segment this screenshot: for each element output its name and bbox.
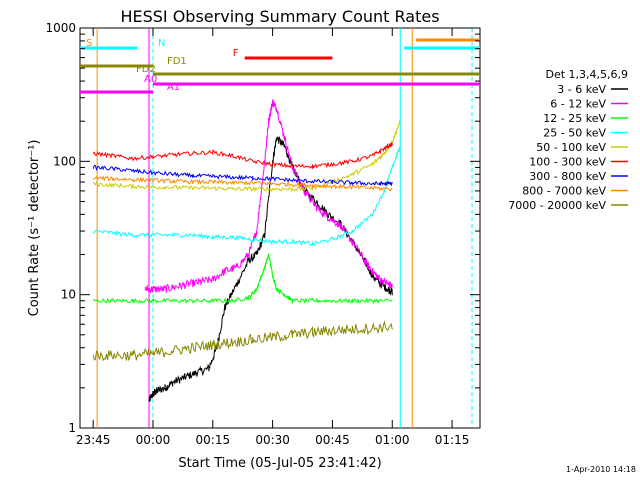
x-axis-label: Start Time (05-Jul-05 23:41:42) bbox=[178, 456, 381, 471]
y-axis-label: Count Rate (s⁻¹ detector⁻¹) bbox=[27, 140, 42, 317]
series-line bbox=[92, 175, 393, 192]
flag-label: N bbox=[158, 38, 165, 49]
flag-label: S bbox=[86, 38, 92, 49]
flag-label: A1 bbox=[167, 82, 180, 93]
legend-title: Det 1,3,4,5,6,9 bbox=[545, 68, 628, 81]
legend-label: 7000 - 20000 keV bbox=[508, 199, 606, 212]
series-line bbox=[92, 142, 393, 170]
x-tick-label: 00:45 bbox=[315, 433, 350, 447]
series-line bbox=[93, 145, 401, 247]
legend-label: 3 - 6 keV bbox=[557, 83, 606, 96]
y-tick-label: 100 bbox=[53, 154, 76, 168]
legend-label: 100 - 300 keV bbox=[529, 156, 606, 169]
flag-label: F bbox=[233, 48, 239, 59]
legend-label: 800 - 7000 keV bbox=[522, 185, 606, 198]
flag-label: FD2 bbox=[136, 64, 156, 75]
vertical-marker-lines bbox=[96, 28, 473, 428]
y-tick-label: 1 bbox=[68, 421, 76, 435]
x-tick-label: 01:00 bbox=[375, 433, 410, 447]
legend-label: 6 - 12 keV bbox=[550, 98, 606, 111]
series-line bbox=[92, 120, 401, 193]
series-group bbox=[92, 99, 401, 403]
flag-label: FD1 bbox=[167, 56, 187, 67]
legend-label: 12 - 25 keV bbox=[543, 112, 606, 125]
legend-label: 25 - 50 keV bbox=[543, 127, 606, 140]
x-ticks: 23:45 00:00 00:15 00:30 00:45 01:00 01:15 bbox=[76, 28, 470, 447]
legend-label: 300 - 800 keV bbox=[529, 170, 606, 183]
plot-frame bbox=[79, 27, 481, 429]
x-tick-label: 00:30 bbox=[255, 433, 290, 447]
x-tick-label: 23:45 bbox=[76, 433, 111, 447]
series-line bbox=[144, 99, 393, 294]
footer-timestamp: 1-Apr-2010 14:18 bbox=[566, 465, 636, 474]
chart-title: HESSI Observing Summary Count Rates bbox=[120, 7, 439, 26]
x-tick-label: 00:00 bbox=[136, 433, 171, 447]
y-tick-label: 1000 bbox=[45, 21, 76, 35]
y-ticks: 1 10 100 1000 bbox=[45, 21, 480, 435]
series-line bbox=[92, 320, 393, 362]
x-tick-label: 00:15 bbox=[196, 433, 231, 447]
x-tick-label: 01:15 bbox=[435, 433, 470, 447]
flag-label: A0 bbox=[144, 74, 157, 85]
series-line bbox=[92, 253, 393, 305]
series-line bbox=[92, 165, 393, 187]
legend-label: 50 - 100 keV bbox=[536, 141, 606, 154]
y-tick-label: 10 bbox=[61, 288, 76, 302]
